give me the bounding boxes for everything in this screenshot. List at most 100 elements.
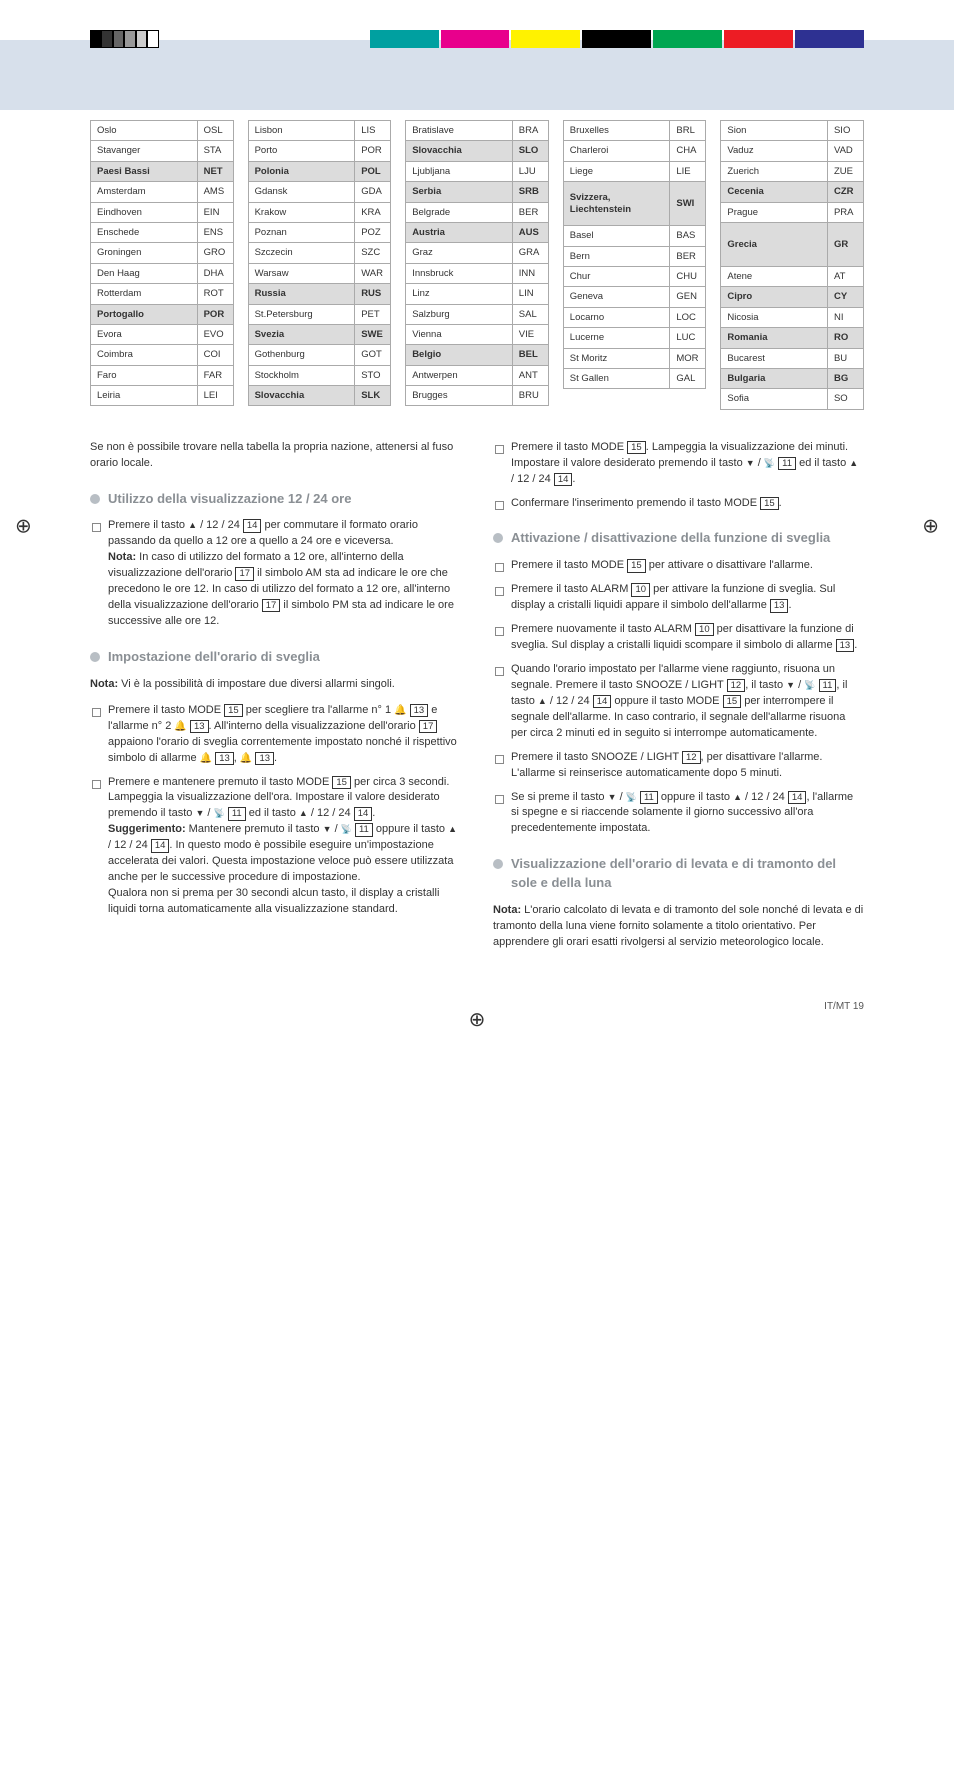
city-code: POL [355,161,391,181]
signal-icon [626,791,637,803]
ref-15: 15 [224,704,243,717]
city-name: Austria [406,222,513,242]
city-code: MOR [670,348,706,368]
table-row: CharleroiCHA [563,141,706,161]
note-text: Nota: Vi è la possibilità di impostare d… [90,677,461,693]
table-row: SionSIO [721,121,864,141]
ref-10: 10 [631,583,650,596]
table-row: BelgioBEL [406,345,549,365]
city-name: Evora [91,324,198,344]
up-icon [538,695,547,707]
city-code-tables: OsloOSLStavangerSTAPaesi BassiNETAmsterd… [90,120,864,410]
list-item: Premere il tasto / 12 / 24 14 per commut… [90,518,461,630]
city-code: GOT [355,345,391,365]
signal-icon [804,679,815,691]
city-name: Geneva [563,287,670,307]
ref-11: 11 [640,791,658,804]
city-code: GAL [670,368,706,388]
table-row: St GallenGAL [563,368,706,388]
table-row: AntwerpenANT [406,365,549,385]
city-name: Gdansk [248,182,355,202]
list-item: Premere nuovamente il tasto ALARM 10 per… [493,622,864,654]
ref-14: 14 [243,519,262,532]
city-code: POZ [355,222,391,242]
ref-13: 13 [410,704,429,717]
city-code: PET [355,304,391,324]
city-name: Stockholm [248,365,355,385]
city-code: LJU [512,161,548,181]
table-row: PortoPOR [248,141,391,161]
ref-15: 15 [627,559,646,572]
lead-text: Se non è possibile trovare nella tabella… [90,440,461,472]
city-code: POR [197,304,233,324]
ref-17: 17 [262,599,281,612]
city-code: NET [197,161,233,181]
city-name: Paesi Bassi [91,161,198,181]
city-table: BratislaveBRASlovacchiaSLOLjubljanaLJUSe… [405,120,549,406]
city-code: BAS [670,226,706,246]
ref-14: 14 [354,807,373,820]
city-code: SLK [355,386,391,406]
ref-15: 15 [627,441,646,454]
up-icon [188,519,197,531]
city-name: St Gallen [563,368,670,388]
city-name: Bern [563,246,670,266]
down-icon [608,791,617,803]
city-name: Oslo [91,121,198,141]
city-name: Groningen [91,243,198,263]
city-code: SZC [355,243,391,263]
ref-14: 14 [151,839,170,852]
city-name: Lisbon [248,121,355,141]
table-row: PortogalloPOR [91,304,234,324]
table-row: ZuerichZUE [721,161,864,181]
table-row: BruggesBRU [406,386,549,406]
city-code: OSL [197,121,233,141]
city-code: WAR [355,263,391,283]
table-row: CoimbraCOI [91,345,234,365]
table-row: SofiaSO [721,389,864,409]
ref-12: 12 [682,751,701,764]
table-row: PraguePRA [721,202,864,222]
table-row: RussiaRUS [248,284,391,304]
city-code: ZUE [827,161,863,181]
city-name: Russia [248,284,355,304]
city-name: Sofia [721,389,828,409]
city-name: Atene [721,266,828,286]
city-code: ENS [197,222,233,242]
city-table: BruxellesBRLCharleroiCHALiegeLIESvizzera… [563,120,707,389]
table-row: OsloOSL [91,121,234,141]
reg-mark-left-icon: ⊕ [15,513,32,538]
table-row: EnschedeENS [91,222,234,242]
city-code: COI [197,345,233,365]
table-row: GrazGRA [406,243,549,263]
list-item: Premere il tasto MODE 15. Lampeggia la v… [493,440,864,488]
ref-13: 13 [255,752,274,765]
table-row: St MoritzMOR [563,348,706,368]
city-code: LOC [670,307,706,327]
table-row: SalzburgSAL [406,304,549,324]
left-column: Se non è possibile trovare nella tabella… [90,440,461,951]
reg-mark-right-icon: ⊕ [922,513,939,538]
section-alarm-set: Impostazione dell'orario di sveglia [90,648,461,667]
city-name: Bratislave [406,121,513,141]
table-row: PoznanPOZ [248,222,391,242]
city-name: Porto [248,141,355,161]
down-icon [746,457,755,469]
city-table: LisbonLISPortoPORPoloniaPOLGdanskGDAKrak… [248,120,392,406]
city-name: St.Petersburg [248,304,355,324]
city-code: BER [670,246,706,266]
ref-14: 14 [593,695,612,708]
city-code: AT [827,266,863,286]
table-row: BelgradeBER [406,202,549,222]
table-row: LiegeLIE [563,161,706,181]
up-icon [733,791,742,803]
city-table: OsloOSLStavangerSTAPaesi BassiNETAmsterd… [90,120,234,406]
ref-14: 14 [788,791,807,804]
ref-13: 13 [215,752,234,765]
city-name: Warsaw [248,263,355,283]
city-code: EIN [197,202,233,222]
city-code: DHA [197,263,233,283]
table-row: FaroFAR [91,365,234,385]
city-code: STO [355,365,391,385]
table-row: SzczecinSZC [248,243,391,263]
